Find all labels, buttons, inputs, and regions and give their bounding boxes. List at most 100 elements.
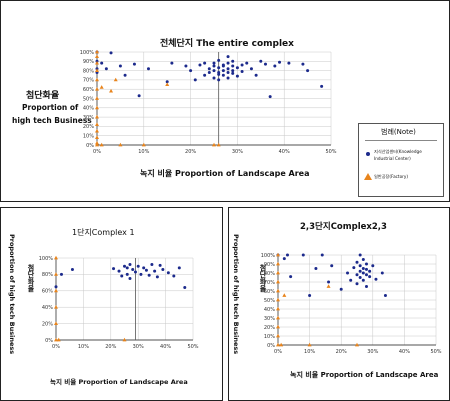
x-tick-label: 20% (336, 349, 347, 355)
legend-circle-icon (366, 152, 370, 156)
factory-point (99, 142, 104, 147)
x-tick-label: 30% (367, 349, 378, 355)
x-tick-label: 30% (133, 344, 144, 350)
knowledge-center-point (231, 71, 235, 75)
knowledge-center-point (355, 282, 359, 286)
x-tick-label: 0% (274, 349, 282, 355)
factory-point (276, 261, 280, 266)
knowledge-center-point (125, 266, 129, 270)
knowledge-center-point (364, 267, 368, 271)
left-panel (0, 207, 223, 401)
top-ylabel-en2: high tech Business (12, 116, 92, 125)
knowledge-center-point (368, 275, 372, 279)
knowledge-center-point (231, 59, 235, 63)
right-chart-title: 2,3단지Complex2,3 (300, 222, 387, 232)
knowledge-center-point (259, 59, 263, 63)
factory-point (276, 333, 280, 338)
knowledge-center-point (109, 51, 113, 55)
knowledge-center-point (136, 264, 140, 268)
factory-point (282, 293, 287, 297)
knowledge-center-point (249, 67, 253, 71)
knowledge-center-point (320, 84, 324, 88)
factory-point (212, 142, 216, 147)
knowledge-center-point (184, 64, 188, 68)
knowledge-center-point (226, 55, 230, 59)
knowledge-center-point (287, 61, 291, 65)
knowledge-center-point (358, 264, 362, 268)
knowledge-center-point (364, 262, 368, 266)
knowledge-center-point (285, 253, 289, 257)
knowledge-center-point (198, 63, 202, 67)
top-xlabel: 녹지 비율 Proportion of Landscape Area (140, 169, 310, 178)
knowledge-center-point (361, 267, 365, 270)
knowledge-center-point (330, 264, 334, 268)
factory-point (99, 85, 104, 89)
left-ylabel-ko: 첨단화율 (27, 264, 35, 292)
x-tick-label: 0% (93, 149, 101, 155)
knowledge-center-point (139, 272, 143, 276)
factory-point (54, 305, 58, 309)
y-tick-label: 60% (42, 289, 53, 295)
legend-item-1-line2: Industrial Center) (374, 156, 411, 161)
factory-point (165, 82, 170, 86)
knowledge-center-point (132, 62, 136, 66)
x-tick-label: 20% (105, 344, 116, 350)
factory-point (95, 135, 99, 139)
knowledge-center-point (203, 73, 207, 77)
factory-point (54, 255, 58, 260)
knowledge-center-point (59, 272, 63, 276)
knowledge-center-point (226, 67, 230, 71)
knowledge-center-point (161, 267, 165, 271)
right-ylabel-ko: 첨단화율 (259, 264, 267, 292)
knowledge-center-point (150, 263, 154, 267)
y-tick-label: 40% (83, 106, 94, 112)
knowledge-center-point (339, 287, 343, 291)
knowledge-center-point (278, 60, 282, 64)
y-tick-label: 80% (42, 272, 53, 278)
legend-divider (365, 140, 437, 141)
x-tick-label: 30% (232, 149, 243, 155)
knowledge-center-point (226, 76, 230, 80)
knowledge-center-point (301, 253, 305, 257)
knowledge-center-point (221, 63, 225, 67)
left-chart-title: 1단지Complex 1 (72, 228, 135, 237)
knowledge-center-point (358, 276, 362, 279)
knowledge-center-point (128, 263, 132, 267)
knowledge-center-point (226, 70, 230, 74)
knowledge-center-point (383, 294, 387, 297)
knowledge-center-point (217, 66, 221, 70)
knowledge-center-point (235, 66, 239, 70)
knowledge-center-point (240, 70, 244, 74)
knowledge-center-point (128, 277, 132, 280)
knowledge-center-point (327, 280, 331, 284)
factory-point (95, 128, 99, 133)
y-tick-label: 20% (83, 124, 94, 130)
knowledge-center-point (146, 67, 150, 71)
knowledge-center-point (212, 64, 216, 68)
factory-point (54, 321, 58, 325)
factory-point (95, 140, 99, 145)
knowledge-center-point (189, 69, 193, 73)
top-ylabel-en1: Proportion of (22, 103, 79, 112)
knowledge-center-point (361, 271, 365, 275)
factory-point (307, 342, 312, 347)
y-tick-label: 80% (264, 271, 275, 277)
knowledge-center-point (358, 269, 362, 273)
x-tick-label: 10% (304, 349, 315, 355)
y-tick-label: 70% (83, 78, 94, 84)
factory-point (95, 60, 99, 65)
knowledge-center-point (142, 266, 146, 270)
y-tick-label: 100% (80, 50, 95, 56)
knowledge-center-point (177, 266, 181, 270)
legend-item-2-label: 일반공장(Factory) (374, 174, 408, 179)
knowledge-center-point (221, 73, 225, 77)
y-tick-label: 100% (39, 256, 54, 262)
factory-point (56, 337, 61, 342)
knowledge-center-point (273, 64, 277, 68)
knowledge-center-point (144, 268, 148, 272)
knowledge-center-point (314, 267, 318, 270)
factory-point (276, 279, 280, 284)
knowledge-center-point (172, 274, 176, 278)
x-tick-label: 50% (325, 149, 336, 155)
factory-point (54, 337, 58, 342)
